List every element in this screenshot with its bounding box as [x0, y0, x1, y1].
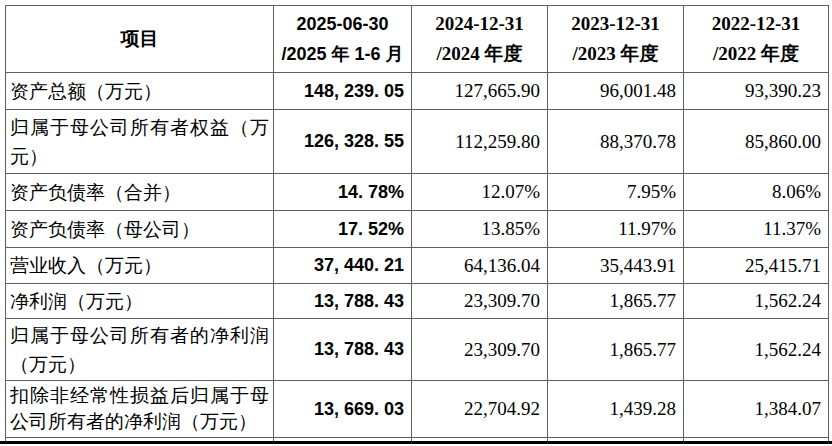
cell-value: 11.37%	[684, 211, 829, 248]
cell-value: 13, 788. 43	[274, 284, 412, 319]
cell-value: 23,309.70	[412, 319, 548, 381]
row-label: 归属于母公司所有者的净利润（万元）	[6, 319, 274, 381]
cell-value: 148, 239. 05	[274, 73, 412, 110]
period-date: 2024-12-31	[412, 9, 547, 39]
table-row-net-profit-excl-nonrecurring: 扣除非经常性损益后归属于母公司所有者的净利润（万元） 13, 669. 03 2…	[6, 381, 829, 438]
cell-value: 17. 52%	[274, 211, 412, 248]
cell-value: 11.97%	[548, 211, 684, 248]
cell-value: 1,865.77	[548, 284, 684, 319]
cell-value: 112,259.80	[412, 110, 548, 174]
cell-value: 93,390.23	[684, 73, 829, 110]
column-header-period-2022: 2022-12-31 /2022 年度	[684, 6, 829, 73]
column-header-period-2024: 2024-12-31 /2024 年度	[412, 6, 548, 73]
table-row-debt-ratio-consolidated: 资产负债率（合并） 14. 78% 12.07% 7.95% 8.06%	[6, 174, 829, 211]
column-header-period-2023: 2023-12-31 /2023 年度	[548, 6, 684, 73]
page-bottom-rule	[0, 441, 832, 444]
cell-value: 25,415.71	[684, 248, 829, 284]
row-label: 净利润（万元）	[6, 284, 274, 319]
cell-value: 1,865.77	[548, 319, 684, 381]
cell-value: 1,562.24	[684, 284, 829, 319]
column-header-period-2025: 2025-06-30 /2025 年 1-6 月	[274, 6, 412, 73]
cell-value: 8.06%	[684, 174, 829, 211]
table-row-net-profit: 净利润（万元） 13, 788. 43 23,309.70 1,865.77 1…	[6, 284, 829, 319]
table-row-operating-revenue: 营业收入（万元） 37, 440. 21 64,136.04 35,443.91…	[6, 248, 829, 284]
table-row-total-assets: 资产总额（万元） 148, 239. 05 127,665.90 96,001.…	[6, 73, 829, 110]
row-label: 扣除非经常性损益后归属于母公司所有者的净利润（万元）	[6, 381, 274, 438]
table-row-debt-ratio-parent: 资产负债率（母公司） 17. 52% 13.85% 11.97% 11.37%	[6, 211, 829, 248]
cell-value: 88,370.78	[548, 110, 684, 174]
cell-value: 22,704.92	[412, 381, 548, 438]
cell-value: 1,562.24	[684, 319, 829, 381]
row-label: 归属于母公司所有者权益（万元）	[6, 110, 274, 174]
period-span: /2023 年度	[548, 39, 683, 69]
cell-value: 13.85%	[412, 211, 548, 248]
column-header-items: 项目	[6, 6, 274, 73]
cell-value: 96,001.48	[548, 73, 684, 110]
cell-value: 13, 669. 03	[274, 381, 412, 438]
document-page: 项目 2025-06-30 /2025 年 1-6 月 2024-12-31 /…	[0, 0, 832, 446]
period-date: 2023-12-31	[548, 9, 683, 39]
cell-value: 35,443.91	[548, 248, 684, 284]
period-span: /2024 年度	[412, 39, 547, 69]
cell-value: 12.07%	[412, 174, 548, 211]
cell-value: 13, 788. 43	[274, 319, 412, 381]
cell-value: 126, 328. 55	[274, 110, 412, 174]
cell-value: 14. 78%	[274, 174, 412, 211]
row-label: 资产负债率（合并）	[6, 174, 274, 211]
cell-value: 64,136.04	[412, 248, 548, 284]
row-label: 资产负债率（母公司）	[6, 211, 274, 248]
row-label: 资产总额（万元）	[6, 73, 274, 110]
table-row-net-profit-parent: 归属于母公司所有者的净利润（万元） 13, 788. 43 23,309.70 …	[6, 319, 829, 381]
period-span: /2025 年 1-6 月	[274, 39, 411, 69]
cell-value: 7.95%	[548, 174, 684, 211]
cell-value: 1,439.28	[548, 381, 684, 438]
table-row-parent-equity: 归属于母公司所有者权益（万元） 126, 328. 55 112,259.80 …	[6, 110, 829, 174]
row-label: 营业收入（万元）	[6, 248, 274, 284]
period-date: 2022-12-31	[684, 9, 828, 39]
cell-value: 23,309.70	[412, 284, 548, 319]
table-header-row: 项目 2025-06-30 /2025 年 1-6 月 2024-12-31 /…	[6, 6, 829, 73]
financial-summary-table: 项目 2025-06-30 /2025 年 1-6 月 2024-12-31 /…	[5, 5, 829, 444]
cell-value: 127,665.90	[412, 73, 548, 110]
cell-value: 37, 440. 21	[274, 248, 412, 284]
period-date: 2025-06-30	[274, 9, 411, 39]
cell-value: 1,384.07	[684, 381, 829, 438]
period-span: /2022 年度	[684, 39, 828, 69]
cell-value: 85,860.00	[684, 110, 829, 174]
